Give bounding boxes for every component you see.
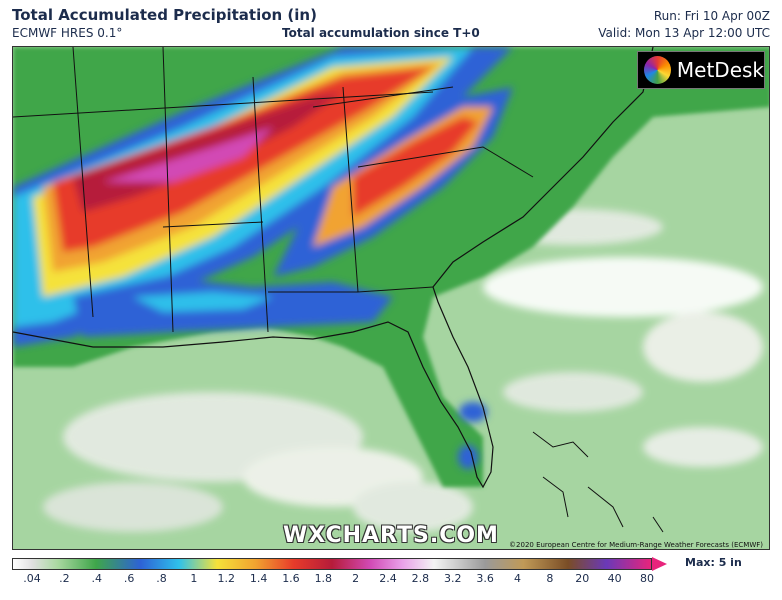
scale-tick: 40 — [607, 572, 622, 585]
max-label: Max: 5 in — [685, 556, 742, 569]
scale-tick: .8 — [156, 572, 167, 585]
run-time: Run: Fri 10 Apr 00Z — [653, 9, 770, 23]
logo-text: MetDesk — [676, 58, 764, 82]
metdesk-logo: MetDesk — [637, 51, 765, 89]
chart-title: Total Accumulated Precipitation (in) — [12, 6, 317, 24]
precipitation-map[interactable]: MetDesk WXCHARTS.COM ©2020 European Cent… — [12, 46, 770, 550]
scale-tick: 4 — [514, 572, 522, 585]
color-scale-bar — [12, 558, 652, 570]
scale-tick: 1.4 — [249, 572, 268, 585]
scale-tick: 1.2 — [217, 572, 235, 585]
scale-tick: .4 — [91, 572, 102, 585]
color-scale — [12, 557, 667, 571]
scale-tick: .04 — [23, 572, 41, 585]
map-canvas — [13, 47, 769, 549]
scale-tick: 3.6 — [476, 572, 494, 585]
scale-arrow-icon — [652, 557, 667, 571]
chart-subtitle: Total accumulation since T+0 — [282, 26, 480, 40]
scale-tick: 3.2 — [444, 572, 462, 585]
model-name: ECMWF HRES 0.1° — [12, 26, 123, 40]
scale-tick: 2.8 — [411, 572, 430, 585]
scale-tick: 1.8 — [314, 572, 333, 585]
scale-tick: .2 — [59, 572, 70, 585]
scale-tick: 1 — [190, 572, 198, 585]
scale-tick: 8 — [546, 572, 554, 585]
watermark: WXCHARTS.COM — [283, 523, 499, 548]
valid-time: Valid: Mon 13 Apr 12:00 UTC — [598, 26, 770, 40]
copyright-text: ©2020 European Centre for Medium-Range W… — [509, 541, 763, 549]
scale-tick-labels: .04 .2 .4 .6 .8 1 1.2 1.4 1.6 1.8 2 2.4 2.8 3.2 3.6 4 8 2… — [12, 572, 672, 588]
scale-tick: 1.6 — [282, 572, 300, 585]
scale-tick: 2.4 — [379, 572, 397, 585]
scale-tick: 20 — [575, 572, 590, 585]
scale-tick: 2 — [352, 572, 360, 585]
scale-tick: .6 — [123, 572, 135, 585]
metdesk-logo-icon — [644, 56, 671, 84]
scale-tick: 80 — [640, 572, 654, 585]
